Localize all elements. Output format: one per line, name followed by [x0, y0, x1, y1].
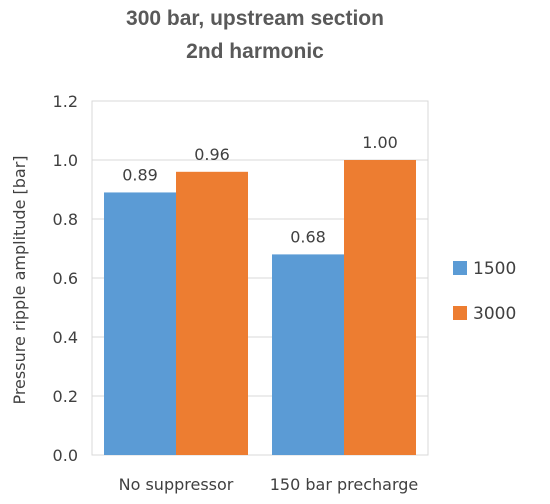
- y-tick-label: 0.2: [53, 387, 78, 406]
- y-tick-label: 0.8: [53, 210, 78, 229]
- data-label: 0.96: [194, 145, 230, 164]
- y-tick-label: 0.0: [53, 446, 78, 465]
- legend: 1500 3000: [453, 259, 516, 324]
- data-label: 0.68: [290, 227, 326, 246]
- legend-label-1500: 1500: [473, 259, 516, 279]
- data-labels: 0.89 0.96 0.68 1.00: [122, 133, 398, 246]
- y-axis-title: Pressure ripple amplitude [bar]: [10, 155, 29, 404]
- data-label: 1.00: [362, 133, 398, 152]
- bar-1500-0: [104, 192, 176, 455]
- legend-swatch-1500: [453, 261, 467, 275]
- y-axis-ticks: 0.0 0.2 0.4 0.6 0.8 1.0 1.2: [53, 92, 78, 465]
- x-tick-label: No suppressor: [119, 475, 234, 494]
- bar-1500-1: [272, 254, 344, 455]
- x-axis-ticks: No suppressor 150 bar precharge: [119, 475, 419, 494]
- y-tick-label: 1.2: [53, 92, 78, 111]
- y-tick-label: 0.4: [53, 328, 78, 347]
- data-label: 0.89: [122, 165, 158, 184]
- chart-title-line-1: 300 bar, upstream section: [126, 7, 384, 30]
- chart-title: 300 bar, upstream section 2nd harmonic: [126, 7, 384, 63]
- legend-label-3000: 3000: [473, 304, 516, 324]
- chart-title-line-2: 2nd harmonic: [186, 40, 324, 63]
- x-tick-label: 150 bar precharge: [270, 475, 419, 494]
- y-tick-label: 0.6: [53, 269, 78, 288]
- bars: [104, 160, 416, 456]
- y-tick-label: 1.0: [53, 151, 78, 170]
- legend-swatch-3000: [453, 306, 467, 320]
- bar-3000-0: [176, 171, 248, 456]
- bar-3000-1: [344, 160, 416, 455]
